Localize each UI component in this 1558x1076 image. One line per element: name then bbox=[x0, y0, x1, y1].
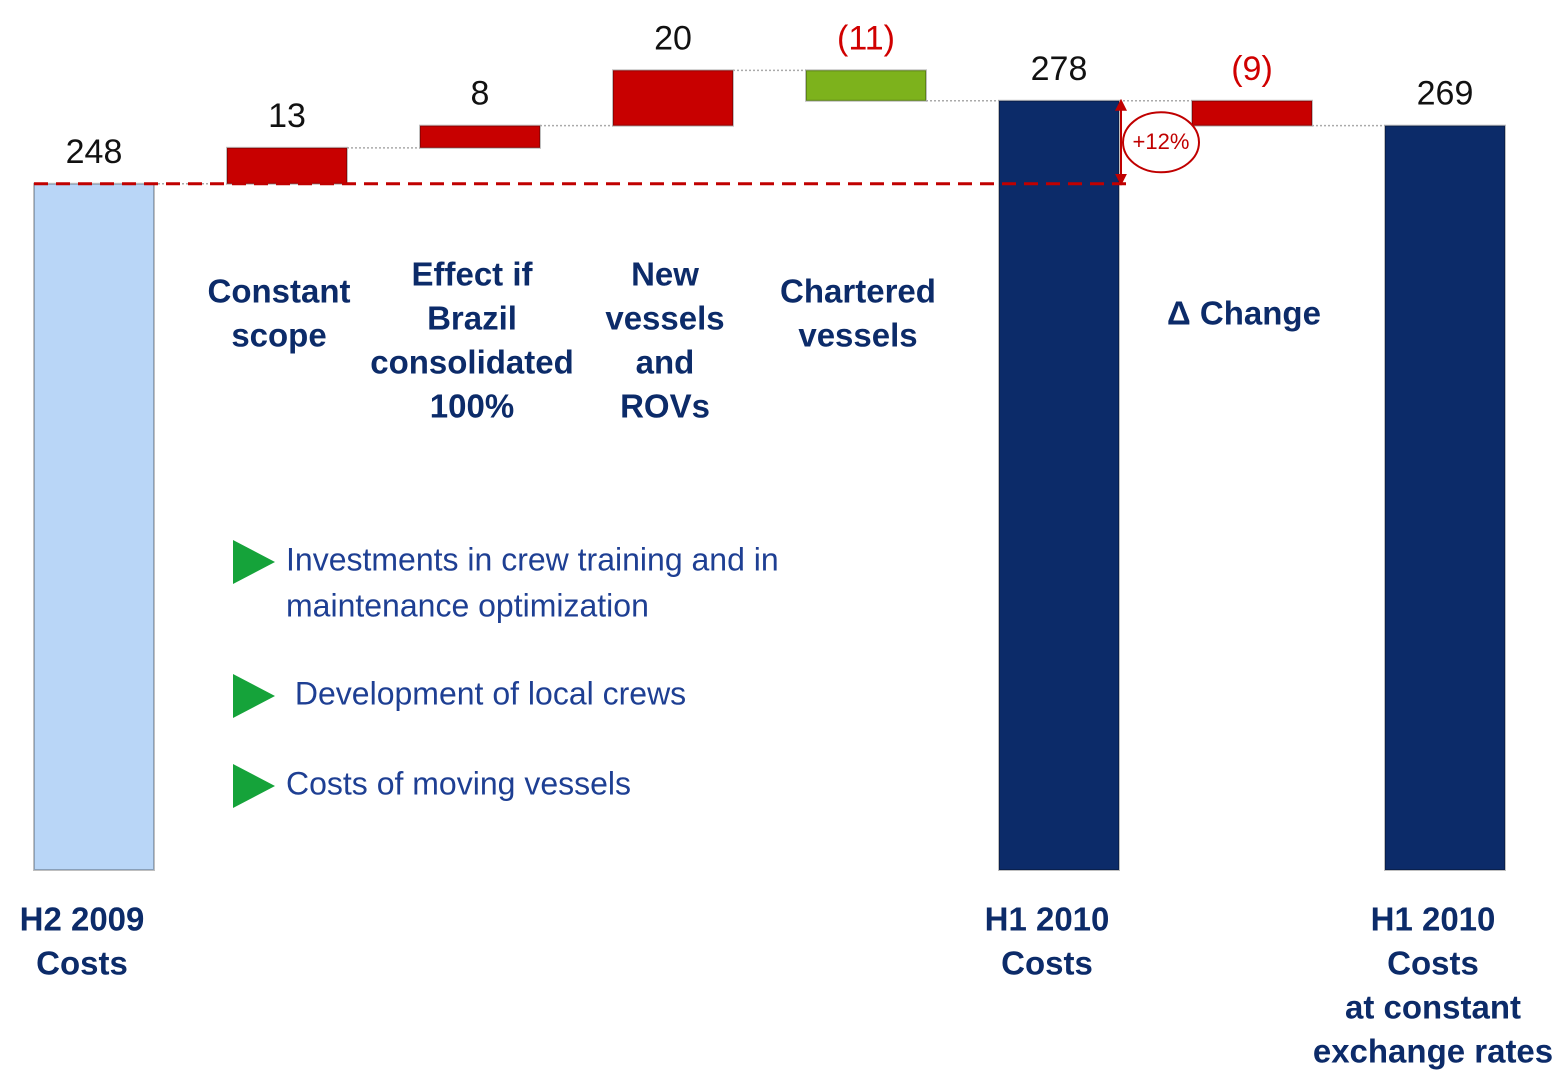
category-label: Brazil bbox=[427, 300, 517, 337]
value-label: 13 bbox=[268, 97, 306, 135]
bar bbox=[1384, 124, 1506, 871]
bar bbox=[419, 124, 541, 149]
bullet bbox=[233, 764, 275, 808]
value-label: 20 bbox=[654, 19, 692, 57]
category-label: 100% bbox=[430, 388, 514, 425]
category-label: Costs bbox=[1001, 945, 1093, 982]
bar bbox=[226, 146, 348, 185]
category-label: and bbox=[636, 344, 695, 381]
category-label: Costs bbox=[36, 945, 128, 982]
bullet bbox=[233, 674, 275, 718]
category-label: exchange rates bbox=[1313, 1033, 1553, 1070]
category-label: scope bbox=[231, 317, 326, 354]
value-label: (9) bbox=[1231, 50, 1273, 88]
bar bbox=[612, 69, 734, 127]
category-label: Δ Change bbox=[1167, 295, 1321, 332]
category-label: consolidated bbox=[370, 344, 574, 381]
note: Investments in crew training and in bbox=[286, 541, 779, 577]
category-label: ROVs bbox=[620, 388, 710, 425]
value-label: 278 bbox=[1031, 50, 1088, 88]
category-label: Constant bbox=[208, 273, 351, 310]
bar bbox=[998, 99, 1120, 872]
bar bbox=[805, 69, 927, 102]
category-label: at constant bbox=[1345, 989, 1521, 1026]
note: Development of local crews bbox=[286, 675, 686, 711]
value-label: 248 bbox=[66, 133, 123, 171]
category-label: vessels bbox=[605, 300, 724, 337]
bar bbox=[33, 182, 155, 871]
note: maintenance optimization bbox=[286, 587, 649, 623]
category-label: H2 2009 bbox=[20, 901, 145, 938]
bullet bbox=[233, 540, 275, 584]
annotation: +12% bbox=[1133, 129, 1190, 154]
category-label: Costs bbox=[1387, 945, 1479, 982]
category-label: Effect if bbox=[411, 256, 533, 293]
value-label: 8 bbox=[471, 75, 490, 113]
bar bbox=[1191, 99, 1313, 127]
value-label: 269 bbox=[1417, 75, 1474, 113]
category-label: Chartered bbox=[780, 273, 936, 310]
category-label: H1 2010 bbox=[985, 901, 1110, 938]
category-label: vessels bbox=[798, 317, 917, 354]
category-label: H1 2010 bbox=[1371, 901, 1496, 938]
category-label: New bbox=[631, 256, 699, 293]
note: Costs of moving vessels bbox=[286, 765, 631, 801]
annotation-ellipse bbox=[1122, 111, 1200, 174]
value-label: (11) bbox=[837, 19, 895, 57]
